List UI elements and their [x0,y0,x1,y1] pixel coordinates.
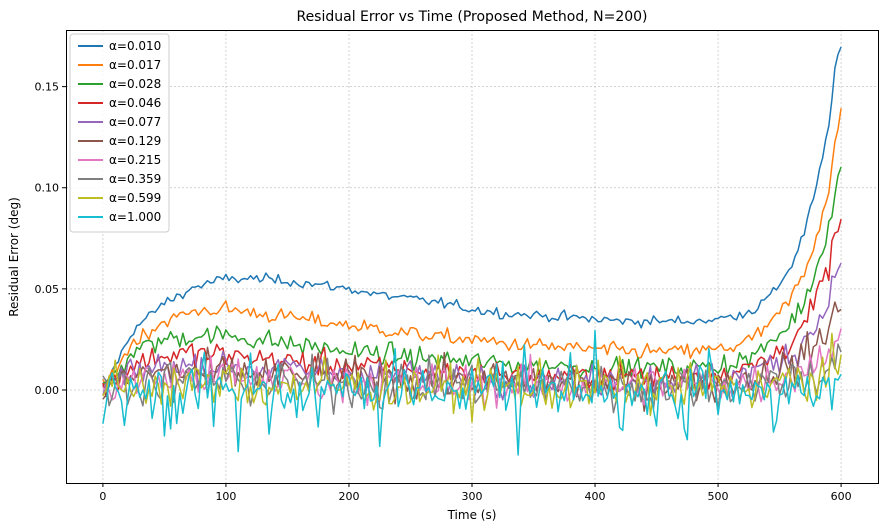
y-tick-label: 0.10 [35,182,60,195]
x-tick-label: 600 [831,490,852,503]
legend-entry: α=0.046 [109,96,161,110]
y-tick-label: 0.15 [35,81,60,94]
legend-entry: α=0.129 [109,134,161,148]
series-line-5 [102,262,842,401]
legend-entry: α=0.010 [109,39,161,53]
y-tick-label: 0.00 [35,384,60,397]
series-line-9 [102,332,842,423]
legend: α=0.010 α=0.017 α=0.028 α=0.046 α=0.077 α=0.1… [69,33,170,233]
legend-entry: α=0.359 [109,172,161,186]
x-tick-label: 0 [99,490,106,503]
x-tick-label: 500 [708,490,729,503]
y-axis-ticks: 0.00 0.05 0.10 0.15 [35,81,66,397]
series-line-3 [102,166,842,384]
legend-entry: α=0.028 [109,77,161,91]
legend-entry: α=0.215 [109,153,161,167]
legend-entry: α=0.017 [109,58,161,72]
legend-entry: α=0.077 [109,115,161,129]
chart-title: Residual Error vs Time (Proposed Method,… [296,9,647,25]
x-tick-label: 100 [215,490,236,503]
x-tick-label: 300 [462,490,483,503]
series-line-1 [102,46,842,387]
legend-entry: α=1.000 [109,210,161,224]
y-tick-label: 0.05 [35,283,60,296]
x-tick-label: 200 [338,490,359,503]
y-axis-label: Residual Error (deg) [7,197,21,317]
legend-entry: α=0.599 [109,191,161,205]
series-lines [102,46,842,456]
x-tick-label: 400 [585,490,606,503]
series-line-2 [102,108,842,387]
x-axis-label: Time (s) [447,508,497,522]
series-line-10 [102,329,842,456]
x-axis-ticks: 0 100 200 300 400 500 600 [99,483,852,503]
